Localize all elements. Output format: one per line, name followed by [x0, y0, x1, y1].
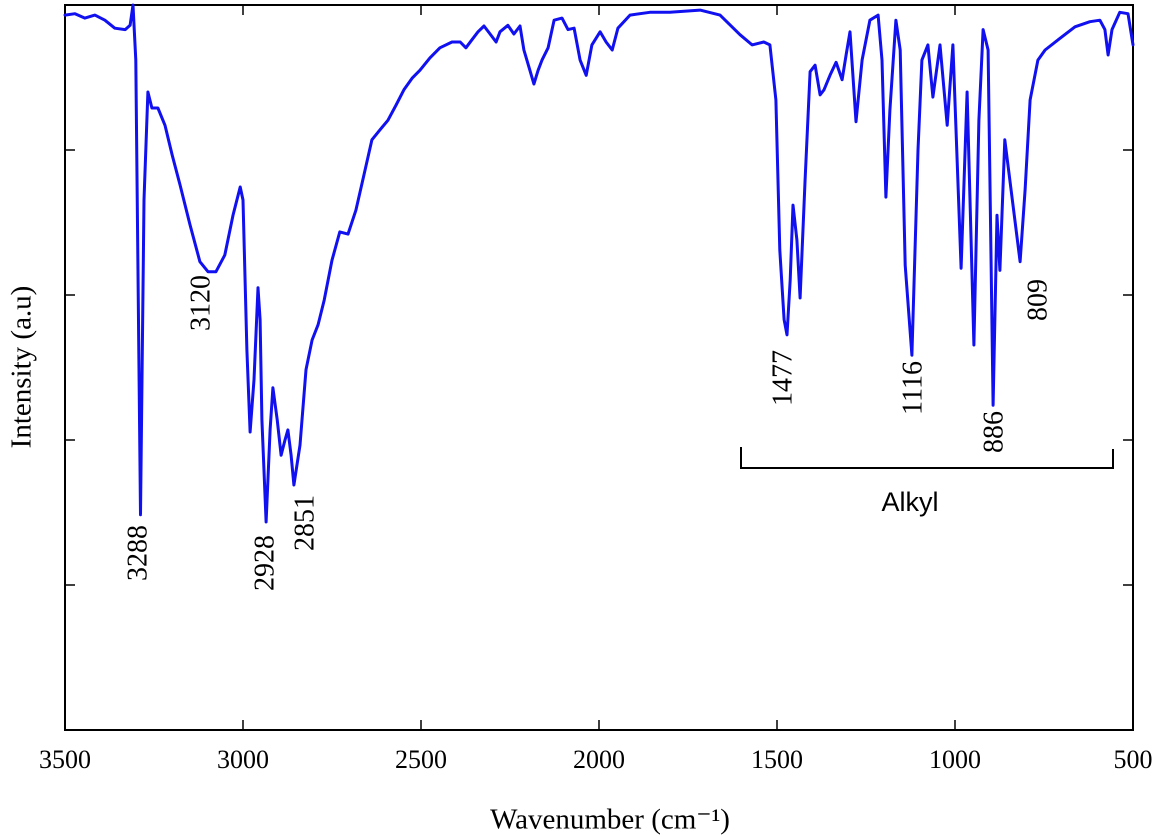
- peak-label: 1477: [767, 350, 798, 406]
- peak-label: 2928: [249, 535, 280, 591]
- peak-label: 1116: [897, 361, 928, 415]
- y-axis-label: Intensity (a.u): [6, 286, 38, 449]
- peak-label: 3288: [122, 525, 153, 581]
- group-bracket: [740, 447, 1114, 469]
- x-tick-label: 2000: [573, 745, 625, 774]
- x-tick-label: 3500: [39, 745, 91, 774]
- plot-frame: [64, 4, 1134, 731]
- x-tick-label: 3000: [217, 745, 269, 774]
- x-tick-label: 500: [1114, 745, 1153, 774]
- x-axis-label: Wavenumber (cm⁻¹): [490, 804, 730, 836]
- spectrum-line: [63, 3, 1135, 524]
- peak-label: 886: [978, 411, 1009, 453]
- x-tick-label: 1000: [929, 745, 981, 774]
- peak-label: 2851: [289, 495, 320, 551]
- x-tick-label: 2500: [395, 745, 447, 774]
- x-tick-label: 1500: [751, 745, 803, 774]
- group-label: Alkyl: [881, 487, 938, 517]
- peak-label: 809: [1022, 279, 1053, 321]
- peak-label: 3120: [185, 275, 216, 331]
